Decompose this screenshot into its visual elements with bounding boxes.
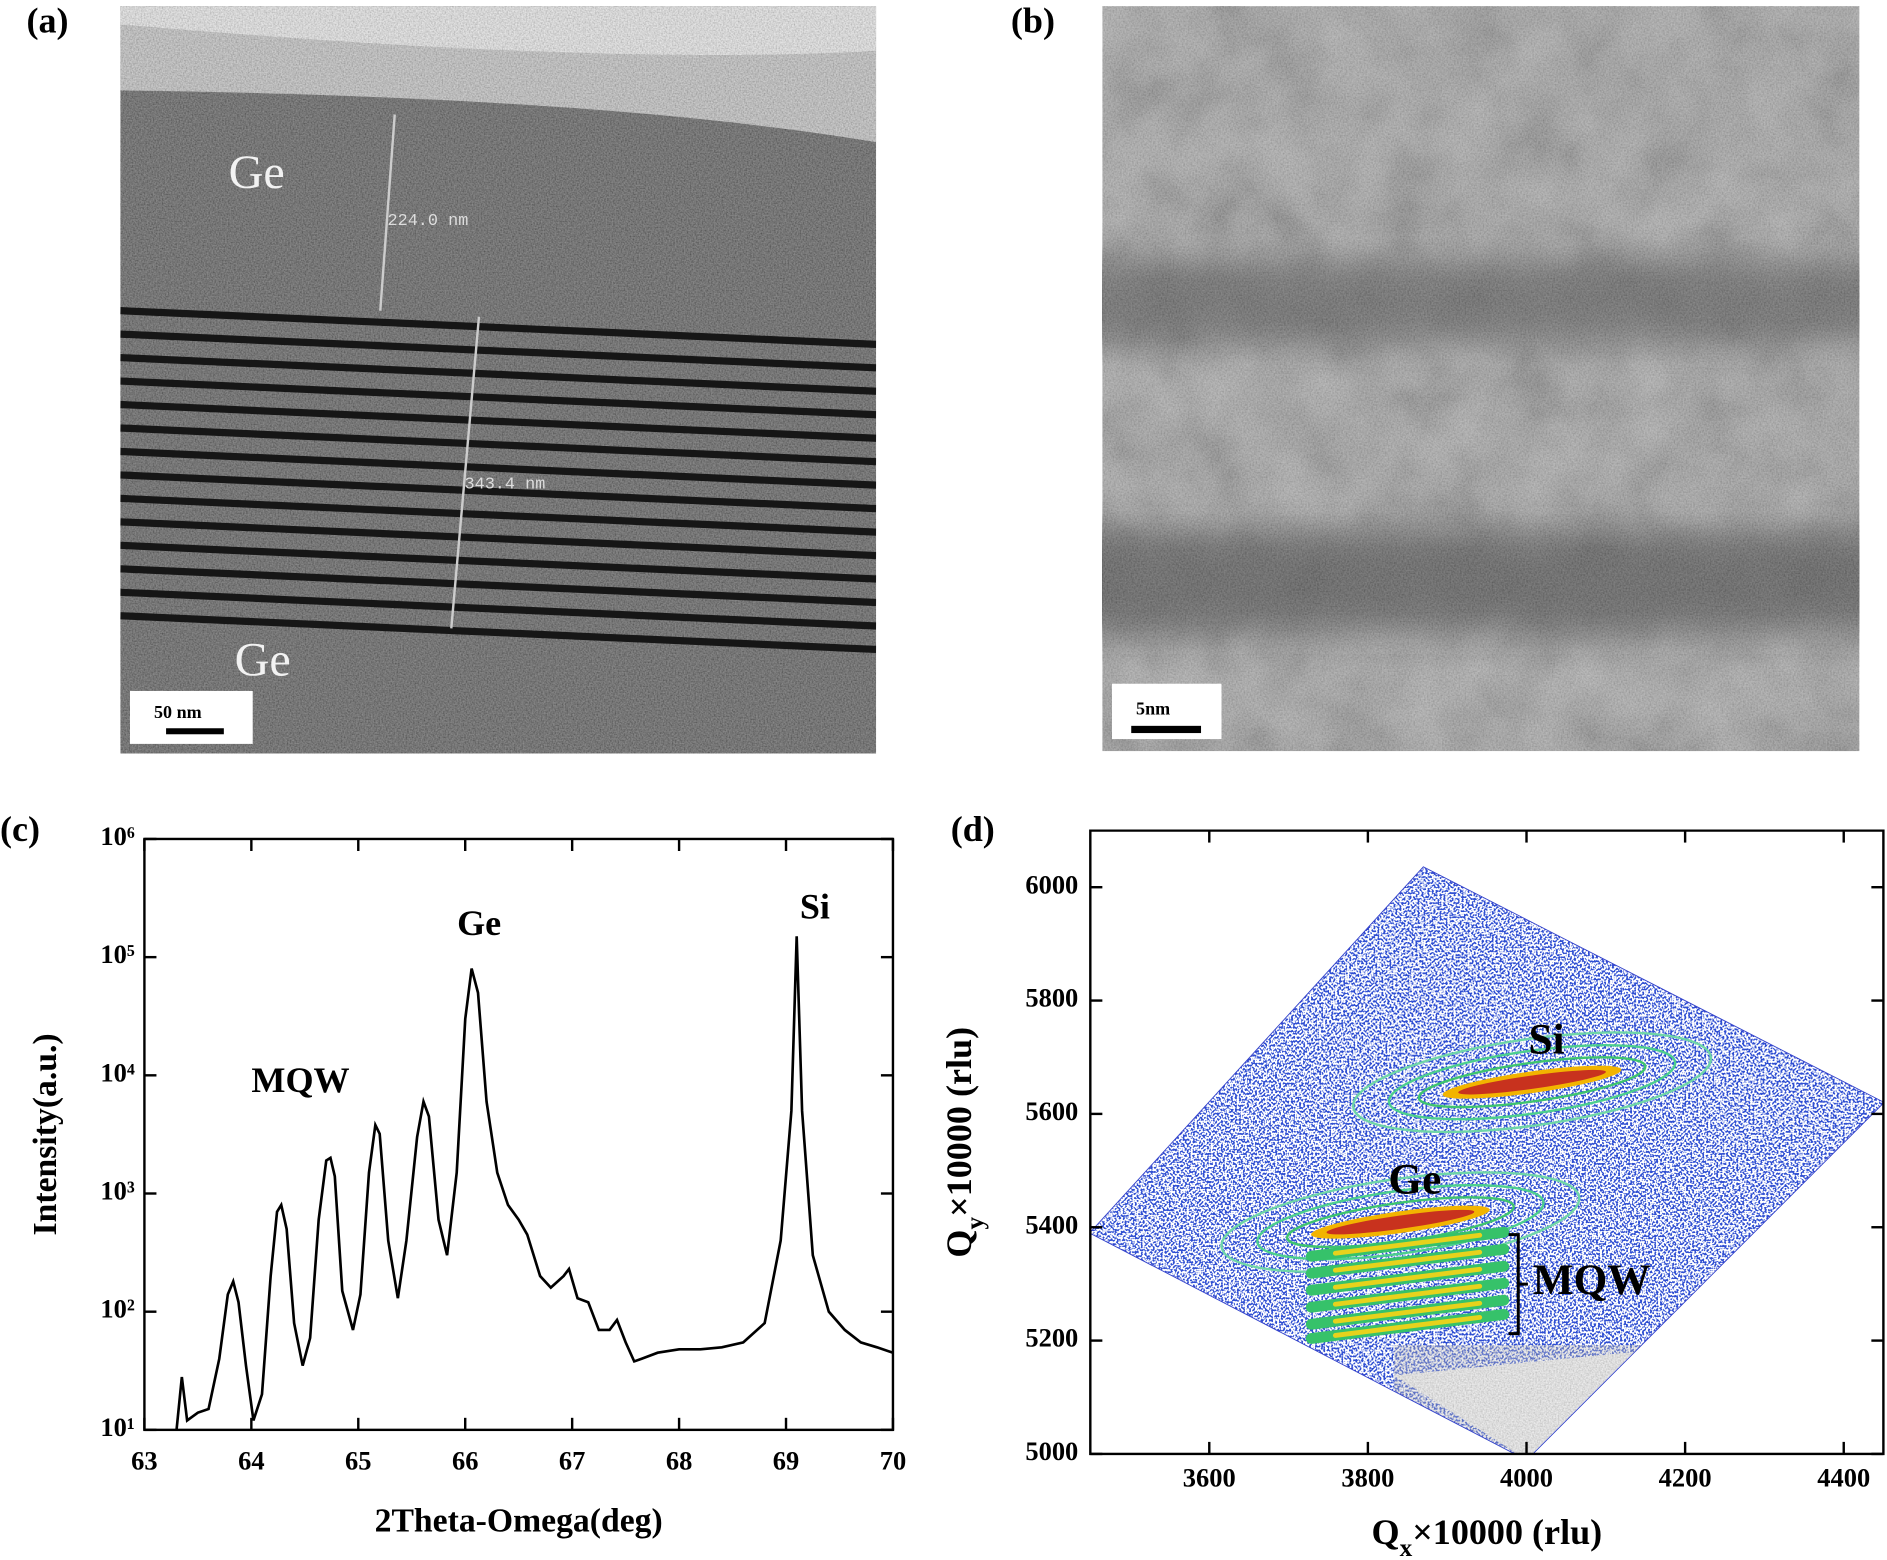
x-tick-label: 64 — [238, 1446, 264, 1476]
axis-label: Qx×10000 (rlu) — [1371, 1512, 1602, 1560]
scale-bar-label: 5nm — [1136, 698, 1170, 718]
contour — [1387, 1044, 1677, 1121]
map-area — [1090, 866, 1884, 1454]
mqw-layer — [120, 447, 877, 489]
scale-bar-box — [129, 690, 253, 744]
x-tick-label: 3600 — [1183, 1462, 1236, 1492]
x-tick-label: 68 — [666, 1446, 692, 1476]
x-tick-label: 63 — [131, 1446, 157, 1476]
mqw-peak — [1332, 1232, 1483, 1256]
mqw-peak — [1332, 1300, 1483, 1324]
layer-label: Ge — [229, 146, 285, 199]
xrd-chart: 63 64 65 66 67 68 69 70 10¹ 10² 10³ 10⁴ 10⁵ 10⁶ MQW Ge S… — [27, 821, 906, 1539]
panel-label: (c) — [0, 809, 40, 849]
peak-label: Si — [1528, 1016, 1564, 1064]
y-tick-label: 6000 — [1025, 869, 1078, 899]
x-tick-label: 70 — [880, 1446, 906, 1476]
measure-line — [379, 114, 396, 311]
y-tick-label: 5200 — [1025, 1323, 1078, 1353]
mqw-layer — [120, 494, 877, 536]
axis-label: Qy×10000 (rlu) — [939, 1027, 989, 1258]
mqw-bracket — [1508, 1233, 1528, 1336]
mqw-peak — [1332, 1283, 1483, 1307]
axis-label-main: Q — [1371, 1512, 1399, 1552]
y-tick-label: 5800 — [1025, 983, 1078, 1013]
noise-dots — [1394, 1345, 1647, 1454]
y-tick-label: 10⁴ — [100, 1057, 134, 1087]
x-tick-label: 67 — [559, 1446, 585, 1476]
measure-line — [450, 316, 481, 629]
x-tick-label: 69 — [773, 1446, 799, 1476]
panel-label: (b) — [1011, 1, 1055, 41]
contour — [1256, 1184, 1545, 1261]
mqw-layer — [120, 353, 877, 395]
mqw-layer — [120, 565, 877, 607]
x-tick-label: 4400 — [1817, 1462, 1870, 1492]
peak-annotation: Ge — [457, 903, 501, 943]
mqw-layer — [120, 400, 877, 442]
mqw-layer — [120, 307, 877, 348]
rsm-chart: Si Ge MQW 3600 3800 4000 4200 4400 5000 5200 5400 5… — [939, 829, 1885, 1560]
x-tick-label: 4000 — [1500, 1462, 1553, 1492]
peak-label: Ge — [1388, 1156, 1441, 1204]
y-axis-label: Intensity(a.u.) — [27, 1033, 64, 1235]
axis-label-sub: x — [1400, 1534, 1413, 1560]
mqw-layer — [120, 330, 877, 372]
layer-label: Ge — [235, 634, 291, 687]
axis-label-sub: y — [961, 1217, 989, 1230]
peak-annotation: Si — [800, 886, 830, 926]
mqw-peak — [1332, 1249, 1483, 1273]
axis-label-rest: ×10000 (rlu) — [939, 1027, 979, 1217]
mqw-layer — [120, 612, 877, 654]
mqw-layer — [120, 471, 877, 513]
thickness-label: 224.0 nm — [388, 212, 469, 231]
scale-bar — [1131, 725, 1202, 734]
plot-frame — [143, 837, 895, 1432]
y-tick-label: 10⁵ — [100, 939, 134, 969]
contour — [1351, 1031, 1713, 1134]
y-tick-label: 5000 — [1025, 1436, 1078, 1466]
mqw-peak — [1332, 1266, 1483, 1290]
plot-frame — [1089, 829, 1885, 1456]
scale-bar — [166, 728, 224, 735]
mqw-label: MQW — [1533, 1256, 1651, 1304]
x-tick-label: 4200 — [1659, 1462, 1712, 1492]
mqw-layer — [120, 424, 877, 466]
peak — [1326, 1209, 1475, 1235]
x-tick-label: 65 — [345, 1446, 371, 1476]
y-tick-label: 10¹ — [100, 1412, 134, 1442]
x-tick-label: 66 — [452, 1446, 478, 1476]
xrd-curve — [175, 936, 893, 1430]
axis-label-main: Q — [939, 1230, 979, 1258]
peak — [1458, 1069, 1606, 1095]
y-tick-label: 10³ — [100, 1176, 134, 1206]
axis-label-rest: ×10000 (rlu) — [1412, 1512, 1602, 1552]
thickness-label: 343.4 nm — [465, 475, 546, 494]
mqw-layer — [120, 377, 877, 419]
mqw-layer — [120, 541, 877, 583]
y-tick-label: 5400 — [1025, 1209, 1078, 1239]
tem-image-a — [120, 6, 877, 754]
x-axis-label: 2Theta-Omega(deg) — [375, 1502, 663, 1539]
contour — [1417, 1056, 1647, 1109]
x-tick-label: 3800 — [1341, 1462, 1394, 1492]
peak-annotation: MQW — [251, 1060, 349, 1100]
y-tick-label: 5600 — [1025, 1096, 1078, 1126]
panel-label: (a) — [26, 1, 68, 41]
mqw-peak — [1332, 1314, 1483, 1338]
panel-label: (d) — [951, 809, 995, 849]
y-tick-label: 10² — [100, 1294, 134, 1324]
tem-image-b — [1102, 6, 1860, 752]
y-tick-label: 10⁶ — [100, 821, 134, 851]
mqw-layer — [120, 518, 877, 560]
scale-bar-label: 50 nm — [154, 702, 202, 722]
mqw-layer — [120, 588, 877, 630]
